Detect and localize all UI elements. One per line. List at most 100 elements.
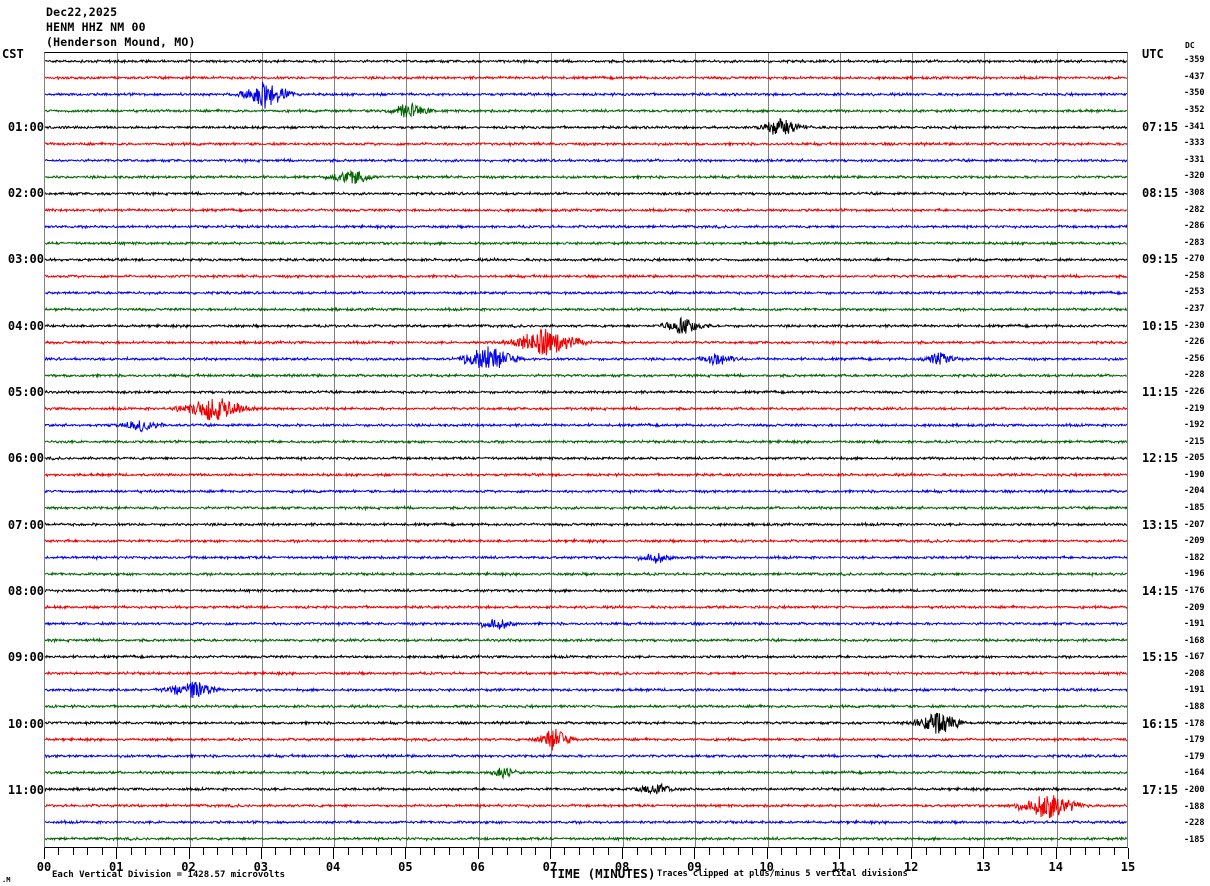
dc-value: -164 xyxy=(1184,768,1205,779)
x-tick-minor xyxy=(289,848,291,855)
x-tick-major xyxy=(116,848,118,859)
x-tick-minor xyxy=(795,848,797,855)
dc-value: -168 xyxy=(1184,635,1205,646)
x-tick-major xyxy=(766,848,768,859)
x-tick-major xyxy=(188,848,190,859)
utc-time-label: 12:15 xyxy=(1142,451,1179,466)
utc-time-label: 16:15 xyxy=(1142,716,1179,731)
x-tick-label: 09 xyxy=(687,860,702,874)
x-tick-minor xyxy=(896,848,898,855)
x-tick-minor xyxy=(593,848,595,855)
dc-value: -350 xyxy=(1184,88,1205,99)
x-tick-minor xyxy=(535,848,537,855)
utc-time-label: 07:15 xyxy=(1142,119,1179,134)
dc-value: -283 xyxy=(1184,237,1205,248)
cst-time-label: 01:00 xyxy=(7,119,44,134)
x-tick-minor xyxy=(607,848,609,855)
x-tick-minor xyxy=(87,848,89,855)
x-tick-major xyxy=(694,848,696,859)
x-tick-major xyxy=(983,848,985,859)
x-tick-minor xyxy=(246,848,248,855)
trace-7-green xyxy=(45,169,1127,185)
trace-36-black xyxy=(45,653,1127,660)
trace-5-red xyxy=(45,140,1127,148)
utc-axis-label: UTC xyxy=(1142,47,1164,61)
grid-line-minute-05 xyxy=(406,53,408,847)
trace-8-black xyxy=(45,190,1127,198)
x-tick-minor xyxy=(636,848,638,855)
utc-time-label: 14:15 xyxy=(1142,583,1179,598)
trace-44-black xyxy=(45,782,1127,795)
header-site: (Henderson Mound, MO) xyxy=(46,35,196,49)
grid-line-minute-01 xyxy=(117,53,119,847)
grid-line-minute-06 xyxy=(478,53,480,847)
dc-value: -333 xyxy=(1184,138,1205,149)
x-tick-label: 00 xyxy=(36,860,52,874)
utc-time-label: 10:15 xyxy=(1142,318,1179,333)
utc-time-label: 13:15 xyxy=(1142,517,1179,532)
x-tick-minor xyxy=(130,848,132,855)
trace-40-black xyxy=(45,712,1127,734)
cst-time-label: 04:00 xyxy=(7,318,44,333)
x-tick-major xyxy=(260,848,262,859)
trace-19-green xyxy=(45,372,1127,380)
x-tick-label: 12 xyxy=(903,860,919,874)
dc-value: -226 xyxy=(1184,386,1205,397)
utc-time-label: 17:15 xyxy=(1142,782,1179,797)
trace-21-red xyxy=(45,398,1127,421)
dc-value: -191 xyxy=(1184,619,1205,630)
dc-value: -237 xyxy=(1184,304,1205,315)
trace-30-blue xyxy=(45,553,1127,564)
dc-value: -207 xyxy=(1184,519,1205,530)
dc-value: -341 xyxy=(1184,121,1205,132)
dc-value: -320 xyxy=(1184,171,1205,182)
x-tick-label: 15 xyxy=(1120,860,1136,874)
x-tick-label: 04 xyxy=(325,860,341,874)
trace-15-green xyxy=(45,306,1127,313)
dc-value: -178 xyxy=(1184,718,1205,729)
x-tick-minor xyxy=(376,848,378,855)
grid-line-minute-13 xyxy=(984,53,986,847)
x-tick-minor xyxy=(304,848,306,855)
dc-value: -205 xyxy=(1184,453,1205,464)
trace-2-blue xyxy=(45,81,1127,109)
dc-value: -228 xyxy=(1184,370,1205,381)
x-tick-major xyxy=(622,848,624,859)
dc-value: -188 xyxy=(1184,801,1205,812)
dc-value: -308 xyxy=(1184,187,1205,198)
x-tick-minor xyxy=(1012,848,1014,855)
trace-29-red xyxy=(45,537,1127,545)
trace-45-red xyxy=(45,795,1127,819)
x-tick-minor xyxy=(217,848,219,855)
x-tick-minor xyxy=(737,848,739,855)
x-tick-label: 03 xyxy=(253,860,269,874)
x-tick-minor xyxy=(781,848,783,855)
x-tick-minor xyxy=(752,848,754,855)
x-tick-minor xyxy=(997,848,999,855)
x-tick-minor xyxy=(492,848,494,855)
x-tick-minor xyxy=(275,848,277,855)
x-tick-major xyxy=(333,848,335,859)
x-tick-major xyxy=(838,848,840,859)
dc-value: -437 xyxy=(1184,71,1205,82)
x-tick-minor xyxy=(202,848,204,855)
x-tick-label: 14 xyxy=(1048,860,1063,874)
dc-value: -226 xyxy=(1184,337,1205,348)
dc-value: -185 xyxy=(1184,834,1205,845)
x-tick-major xyxy=(477,848,479,859)
trace-37-red xyxy=(45,669,1127,677)
x-tick-minor xyxy=(347,848,349,855)
trace-9-red xyxy=(45,206,1127,214)
x-axis-title: TIME (MINUTES) xyxy=(550,866,656,881)
x-axis: 00 01 02 03 04 05 06 07 08 09 10 11 12 13 14 15 xyxy=(37,848,1135,874)
trace-3-green xyxy=(45,101,1127,118)
dc-value: -185 xyxy=(1184,503,1205,514)
x-tick-minor xyxy=(969,848,970,855)
trace-28-black xyxy=(45,521,1127,528)
trace-11-green xyxy=(45,240,1127,247)
corner-mark: .M xyxy=(2,876,11,884)
cst-time-label: 02:00 xyxy=(7,185,44,200)
trace-47-green xyxy=(45,835,1127,843)
grid-line-minute-09 xyxy=(695,53,697,847)
dc-value: -204 xyxy=(1184,486,1205,497)
